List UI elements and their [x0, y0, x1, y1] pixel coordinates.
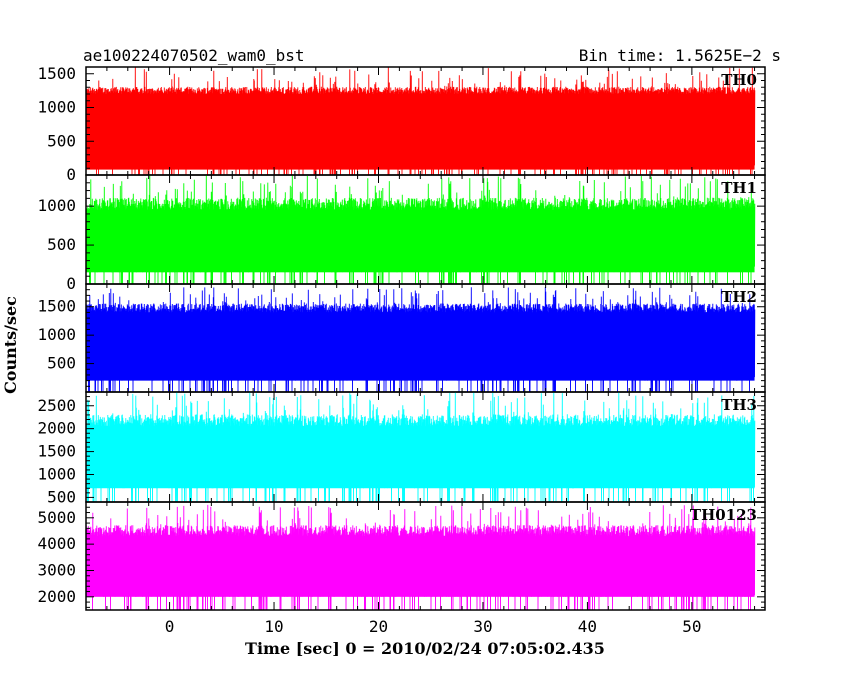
y-tick-label: 500: [47, 131, 76, 150]
y-tick-label: 1000: [37, 196, 76, 215]
series-core-th0: [86, 94, 755, 170]
y-tick-label: 2000: [37, 587, 76, 606]
x-tick-label: 20: [369, 617, 388, 636]
panel-th2: 500 1000 1500 TH2: [37, 283, 766, 393]
y-tick-label: 500: [47, 354, 76, 373]
x-tick-label: 50: [682, 617, 701, 636]
series-core-th0123: [86, 536, 755, 597]
y-tick-label: 1000: [37, 98, 76, 117]
panel-label-th3: TH3: [721, 396, 757, 414]
series-core-th3: [86, 426, 755, 489]
panel-label-th0: TH0: [721, 71, 757, 89]
panel-th1: 0 500 1000 TH1: [37, 174, 766, 293]
x-axis-label: Time [sec] 0 = 2010/02/24 07:05:02.435: [245, 639, 605, 658]
y-tick-label: 2500: [37, 396, 76, 415]
y-tick-label: 1000: [37, 325, 76, 344]
y-tick-label: 1000: [37, 465, 76, 484]
x-tick-label: 40: [578, 617, 597, 636]
y-tick-label: 1500: [37, 442, 76, 461]
y-tick-label: 5000: [37, 508, 76, 527]
y-tick-label: 4000: [37, 534, 76, 553]
y-tick-label: 0: [66, 165, 76, 184]
x-tick-label: 30: [473, 617, 492, 636]
bin-time-label: Bin time: 1.5625E−2 s: [579, 46, 781, 65]
panel-label-th2: TH2: [721, 288, 757, 306]
y-tick-label: 500: [47, 487, 76, 506]
panel-th0123: 2000 3000 4000 5000 TH0123: [37, 501, 766, 611]
y-tick-label: 1500: [37, 64, 76, 83]
x-tick-label: 10: [264, 617, 283, 636]
y-tick-label: 3000: [37, 560, 76, 579]
panel-th0: 0 500 1000 1500 TH0: [37, 64, 766, 184]
y-tick-label: 500: [47, 235, 76, 254]
x-tick-label: 0: [165, 617, 175, 636]
panel-label-th1: TH1: [721, 179, 757, 197]
chart-title: ae100224070502_wam0_bst: [83, 46, 305, 65]
panel-frame: [85, 501, 766, 611]
y-tick-label: 1500: [37, 297, 76, 316]
y-tick-label: 0: [66, 274, 76, 293]
y-tick-label: 2000: [37, 419, 76, 438]
panel-th3: 500 1000 1500 2000 2500 TH3: [37, 391, 766, 506]
series-core-th1: [86, 210, 755, 273]
y-axis-label: Counts/sec: [1, 296, 20, 394]
panel-label-th0123: TH0123: [690, 506, 757, 524]
series-core-th2: [86, 312, 755, 381]
